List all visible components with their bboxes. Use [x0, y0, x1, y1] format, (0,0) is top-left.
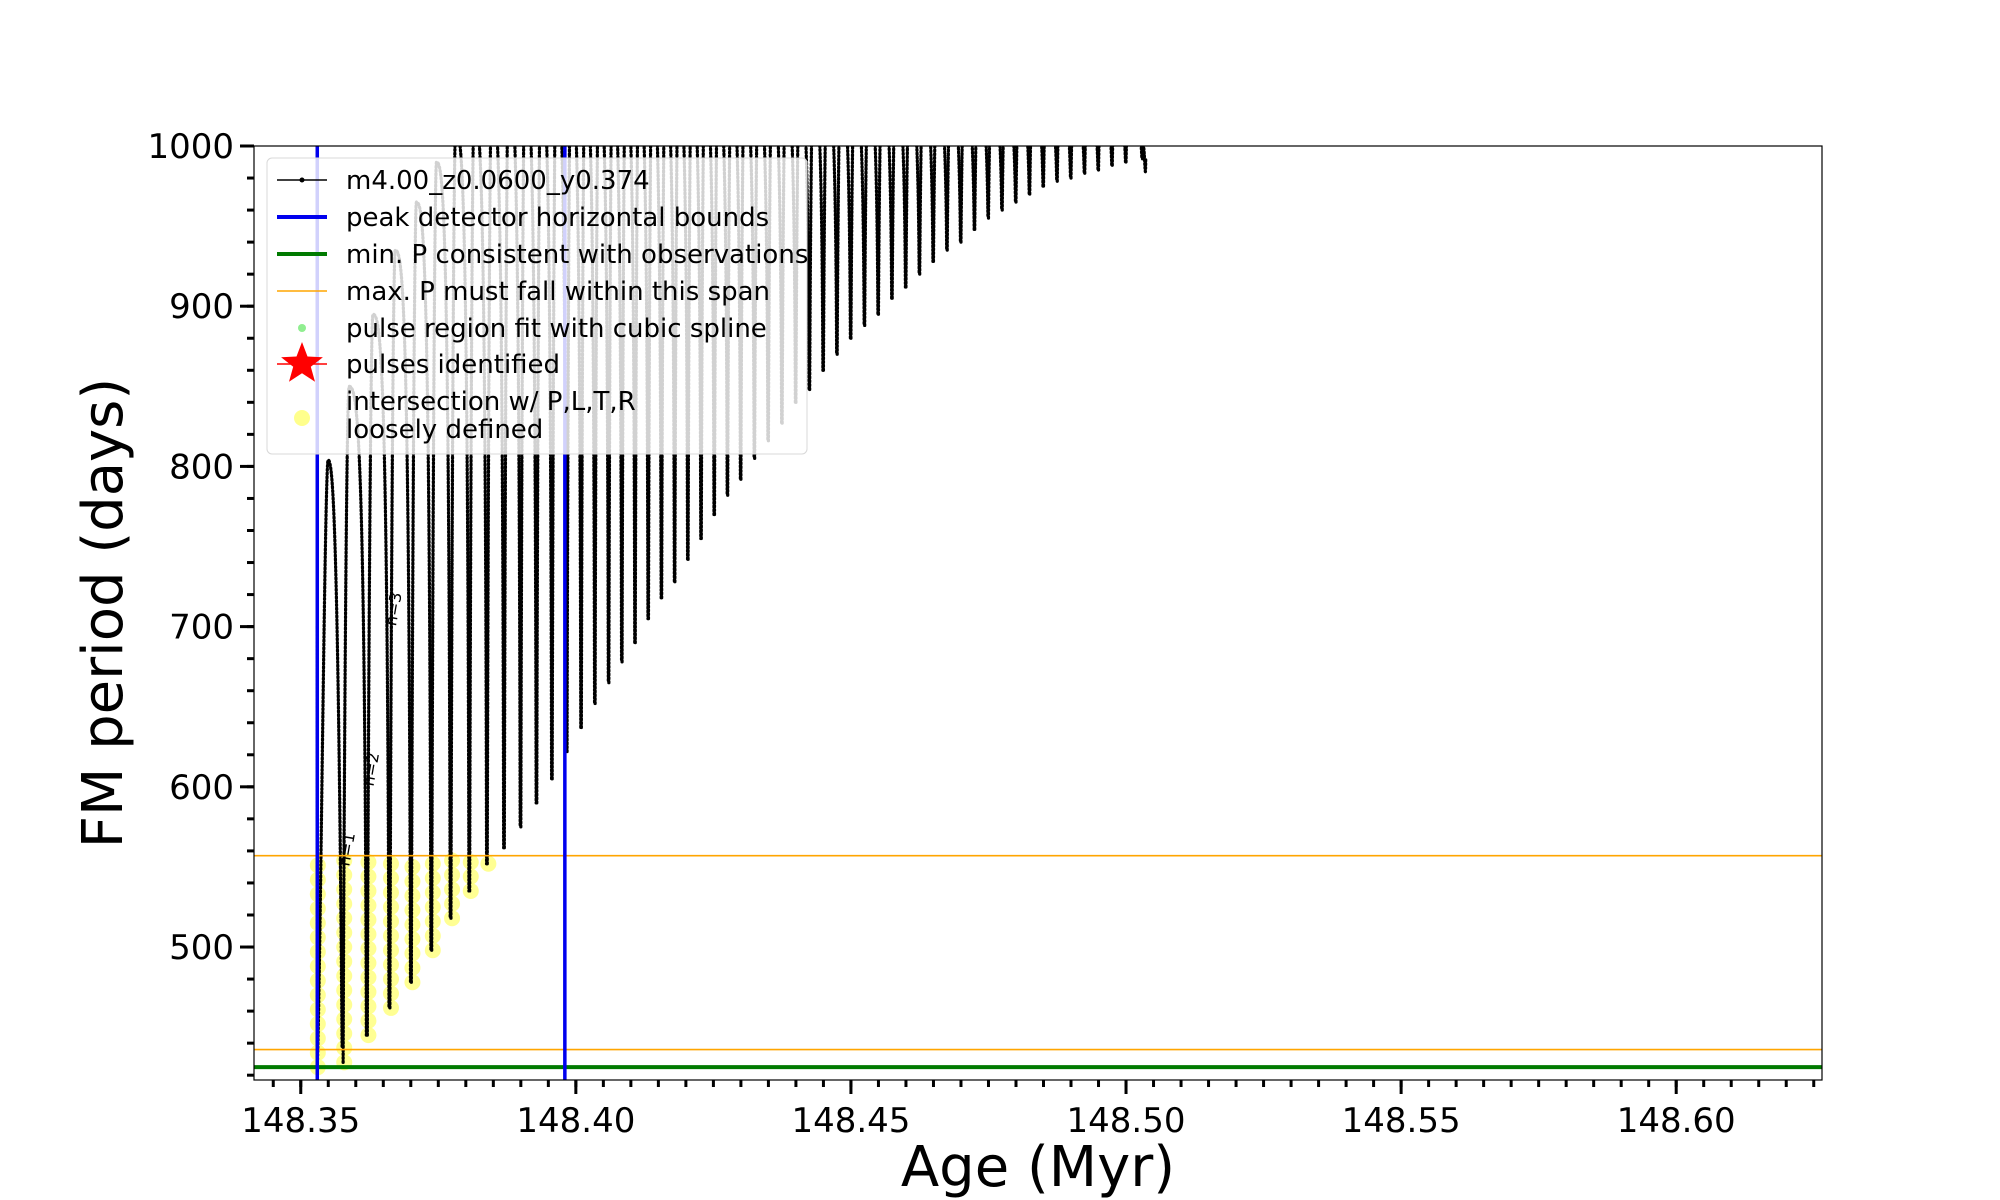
track-line [850, 146, 865, 339]
y-axis-label: FM period (days) [71, 378, 136, 848]
track-segment [1069, 146, 1086, 180]
legend-entry-spline-fit: pulse region fit with cubic spline [298, 314, 767, 344]
track-line [1042, 146, 1058, 187]
legend-label-pulses: pulses identified [346, 350, 560, 380]
track-line [919, 146, 934, 275]
track-segment [849, 146, 866, 340]
track-line [905, 146, 920, 287]
track-line [1056, 146, 1072, 182]
track-segment [1055, 146, 1073, 183]
y-tick-label: 800 [169, 447, 234, 487]
red-star-icon [281, 342, 323, 382]
legend-label-intersection: intersection w/ P,L,T,R [346, 387, 636, 417]
track-segment [1028, 146, 1045, 196]
x-axis-label: Age (Myr) [901, 1135, 1175, 1200]
legend-entry-min-p: min. P consistent with observations [277, 240, 808, 270]
track-segment [1014, 146, 1031, 204]
track-segment [918, 146, 935, 276]
track-segment [1124, 146, 1144, 164]
x-tick-label: 148.45 [791, 1101, 910, 1141]
pulse-number-annotation: n=1 [334, 831, 359, 868]
track-segment [821, 146, 839, 372]
track-line [1070, 146, 1085, 179]
track-line [1029, 146, 1044, 195]
pulse-number-annotation: n=3 [381, 591, 406, 628]
track-segment [1083, 146, 1100, 175]
legend-entry-pulses: pulses identified [277, 342, 560, 382]
track-segment [876, 146, 894, 316]
track-segment [1096, 146, 1114, 172]
x-tick-label: 148.50 [1067, 1101, 1186, 1141]
plot-frame [253, 145, 1823, 1081]
yellow-circle-icon [294, 410, 310, 426]
x-tick-label: 148.40 [516, 1101, 635, 1141]
legend-label-track: m4.00_z0.0600_y0.374 [346, 166, 650, 196]
y-tick-label: 1000 [147, 127, 234, 167]
track-segment [1041, 146, 1059, 188]
track-line [1001, 146, 1017, 211]
track-line [822, 146, 838, 371]
legend-box [266, 157, 808, 455]
legend-entry-peak-bounds: peak detector horizontal bounds [277, 203, 769, 233]
green-dot-icon [298, 324, 306, 332]
legend-label-max-p-span: max. P must fall within this span [346, 277, 770, 307]
track-line [946, 146, 962, 251]
track-line [863, 146, 879, 326]
track-line [1015, 146, 1030, 203]
track-line [808, 146, 824, 390]
axes: 148.35 148.40 148.45 148.50 148.55 148.60 500 6… [147, 127, 1816, 1141]
y-tick-label: 700 [169, 608, 234, 648]
track-line [1097, 146, 1113, 171]
legend: m4.00_z0.0600_y0.374 peak detector horiz… [266, 157, 808, 455]
y-tick-label: 600 [169, 768, 234, 808]
y-tick-label: 900 [169, 287, 234, 327]
track-line [877, 146, 893, 315]
track-line [316, 459, 343, 1068]
legend-entry-intersection: intersection w/ P,L,T,R loosely defined [294, 387, 636, 445]
track-segment [890, 146, 908, 300]
track-line [891, 146, 907, 299]
track-segment [863, 146, 880, 328]
track-line [1111, 146, 1127, 166]
legend-label-intersection-line2: loosely defined [346, 415, 543, 445]
x-tick-label: 148.60 [1617, 1101, 1736, 1141]
track-segment [835, 146, 852, 356]
horizontal-lines [254, 854, 1822, 1070]
legend-entry-max-p-span: max. P must fall within this span [277, 277, 770, 307]
x-tick-label: 148.35 [241, 1101, 360, 1141]
legend-label-min-p: min. P consistent with observations [346, 240, 808, 270]
track-segment [1110, 146, 1128, 167]
y-tick-label: 500 [169, 928, 234, 968]
x-tick-label: 148.55 [1342, 1101, 1461, 1141]
track-segment [904, 146, 921, 289]
track-segment [808, 146, 825, 392]
pulse-number-annotation: n=2 [359, 751, 384, 788]
legend-entry-track: m4.00_z0.0600_y0.374 [277, 166, 650, 196]
track-line [1125, 146, 1143, 163]
track-line [1084, 146, 1099, 174]
legend-label-peak-bounds: peak detector horizontal bounds [346, 203, 769, 233]
track-line [960, 146, 975, 243]
track-line [932, 146, 948, 262]
legend-label-spline-fit: pulse region fit with cubic spline [346, 314, 767, 344]
track-line [836, 146, 852, 355]
